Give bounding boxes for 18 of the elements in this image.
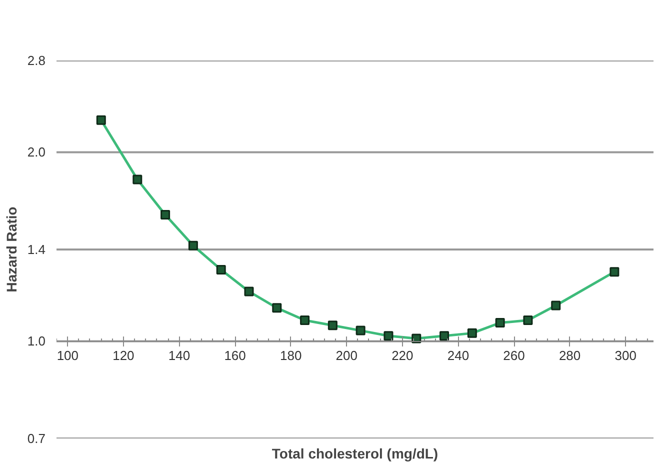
y-tick-label: 0.7 — [27, 431, 46, 446]
x-tick-label: 160 — [224, 348, 246, 364]
y-axis-title: Hazard Ratio — [3, 206, 20, 292]
x-tick-label: 300 — [614, 348, 636, 364]
y-tick-label: 1.0 — [27, 334, 46, 349]
x-tick-label: 260 — [503, 348, 525, 364]
x-tick-label: 200 — [336, 348, 358, 364]
x-tick-label: 280 — [558, 348, 581, 364]
x-axis-title: Total cholesterol (mg/dL) — [272, 446, 438, 462]
x-tick-label: 180 — [280, 348, 302, 364]
y-tick-label: 1.4 — [27, 242, 46, 257]
y-tick-label: 2.8 — [27, 53, 46, 68]
x-tick-label: 120 — [112, 348, 134, 364]
x-tick-label: 240 — [447, 348, 470, 364]
y-tick-label: 2.0 — [27, 144, 46, 160]
x-tick-label: 140 — [168, 348, 190, 364]
x-tick-label: 220 — [392, 348, 414, 364]
x-tick-label: 100 — [56, 348, 79, 364]
